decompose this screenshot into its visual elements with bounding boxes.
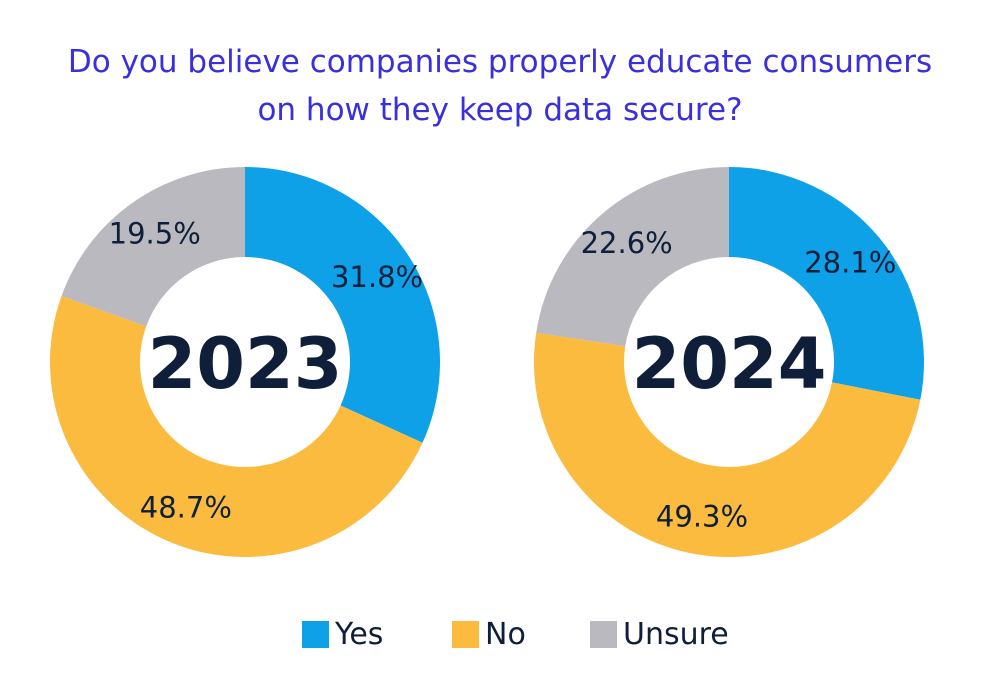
legend-item-no: No: [452, 612, 526, 656]
chart-title-line-2: on how they keep data secure?: [257, 92, 743, 128]
legend-label-yes: Yes: [335, 616, 384, 652]
slice-yes-2023: [245, 167, 441, 443]
slice-label-yes-2023: 31.8%: [331, 260, 423, 294]
legend-label-no: No: [485, 616, 526, 652]
slice-no-2023: [49, 295, 423, 558]
chart-title: Do you believe companies properly educat…: [0, 38, 1000, 134]
slice-unsure-2024: [536, 167, 729, 347]
legend-item-yes: Yes: [302, 612, 383, 656]
legend-swatch-unsure: [590, 620, 617, 648]
legend-label-unsure: Unsure: [623, 616, 729, 652]
center-year-label: 2024: [632, 323, 827, 405]
slice-label-no-2023: 48.7%: [140, 490, 232, 524]
donut-chart-2024: 28.1% 49.3% 22.6% 2024: [533, 167, 924, 558]
slice-yes-2024: [729, 167, 924, 400]
slice-label-unsure-2024: 22.6%: [581, 226, 673, 260]
center-year-label: 2023: [148, 323, 343, 405]
slice-label-unsure-2023: 19.5%: [109, 217, 201, 251]
legend-swatch-yes: [302, 620, 329, 648]
chart-title-line-1: Do you believe companies properly educat…: [67, 44, 933, 80]
legend-item-unsure: Unsure: [590, 612, 729, 656]
slice-no-2024: [533, 332, 921, 558]
donut-chart-2023: 31.8% 48.7% 19.5% 2023: [49, 167, 441, 558]
legend-swatch-no: [452, 620, 479, 648]
slice-label-yes-2024: 28.1%: [804, 245, 896, 279]
slice-unsure-2023: [61, 167, 245, 327]
legend: Yes No Unsure: [0, 612, 1000, 656]
slice-label-no-2024: 49.3%: [656, 500, 748, 534]
